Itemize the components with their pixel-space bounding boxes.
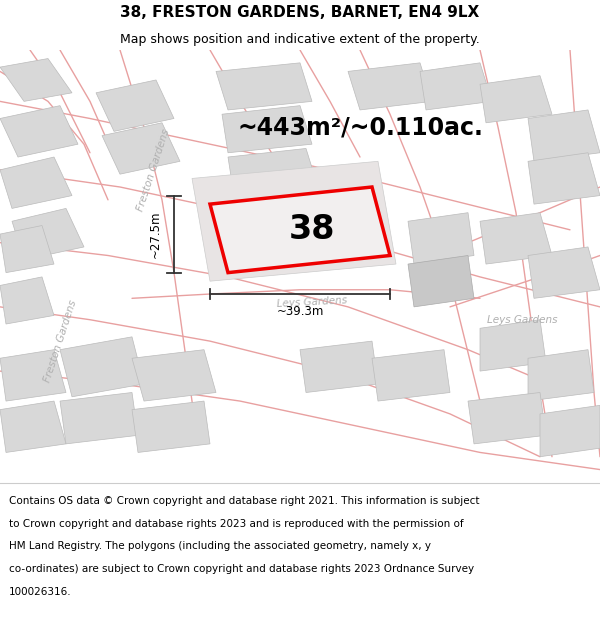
Polygon shape: [102, 122, 180, 174]
Polygon shape: [0, 277, 54, 324]
Polygon shape: [0, 157, 72, 208]
Polygon shape: [408, 213, 474, 264]
Text: Leys Gardens: Leys Gardens: [277, 296, 347, 309]
Polygon shape: [540, 406, 600, 457]
Text: 38: 38: [289, 213, 335, 246]
Polygon shape: [0, 401, 66, 452]
Text: co-ordinates) are subject to Crown copyright and database rights 2023 Ordnance S: co-ordinates) are subject to Crown copyr…: [9, 564, 474, 574]
Polygon shape: [528, 350, 594, 401]
Polygon shape: [408, 256, 474, 307]
Polygon shape: [348, 63, 432, 110]
Text: Freston Gardens: Freston Gardens: [42, 299, 78, 384]
Text: Freston Gardens: Freston Gardens: [135, 127, 171, 212]
Text: ~443m²/~0.110ac.: ~443m²/~0.110ac.: [237, 115, 483, 139]
Polygon shape: [96, 80, 174, 131]
Polygon shape: [0, 226, 54, 272]
Text: 100026316.: 100026316.: [9, 587, 71, 597]
Polygon shape: [468, 392, 546, 444]
Text: ~27.5m: ~27.5m: [149, 211, 162, 258]
Polygon shape: [480, 320, 546, 371]
Polygon shape: [300, 341, 378, 392]
Text: ~39.3m: ~39.3m: [277, 305, 323, 318]
Text: Contains OS data © Crown copyright and database right 2021. This information is : Contains OS data © Crown copyright and d…: [9, 496, 479, 506]
Polygon shape: [132, 401, 210, 452]
Text: to Crown copyright and database rights 2023 and is reproduced with the permissio: to Crown copyright and database rights 2…: [9, 519, 464, 529]
Polygon shape: [12, 208, 84, 260]
Text: 38, FRESTON GARDENS, BARNET, EN4 9LX: 38, FRESTON GARDENS, BARNET, EN4 9LX: [121, 5, 479, 20]
Polygon shape: [0, 106, 78, 157]
Polygon shape: [528, 247, 600, 298]
Polygon shape: [132, 350, 216, 401]
Polygon shape: [420, 63, 492, 110]
Polygon shape: [60, 337, 144, 397]
Polygon shape: [0, 59, 72, 101]
Polygon shape: [372, 350, 450, 401]
Polygon shape: [528, 110, 600, 161]
Polygon shape: [480, 213, 552, 264]
Text: Map shows position and indicative extent of the property.: Map shows position and indicative extent…: [120, 32, 480, 46]
Polygon shape: [210, 187, 390, 272]
Polygon shape: [0, 350, 66, 401]
Text: HM Land Registry. The polygons (including the associated geometry, namely x, y: HM Land Registry. The polygons (includin…: [9, 541, 431, 551]
Polygon shape: [216, 63, 312, 110]
Polygon shape: [228, 149, 318, 196]
Polygon shape: [60, 392, 138, 444]
Polygon shape: [528, 152, 600, 204]
Polygon shape: [222, 106, 312, 152]
Polygon shape: [192, 161, 396, 281]
Polygon shape: [480, 76, 552, 122]
Text: Leys Gardens: Leys Gardens: [487, 315, 557, 325]
